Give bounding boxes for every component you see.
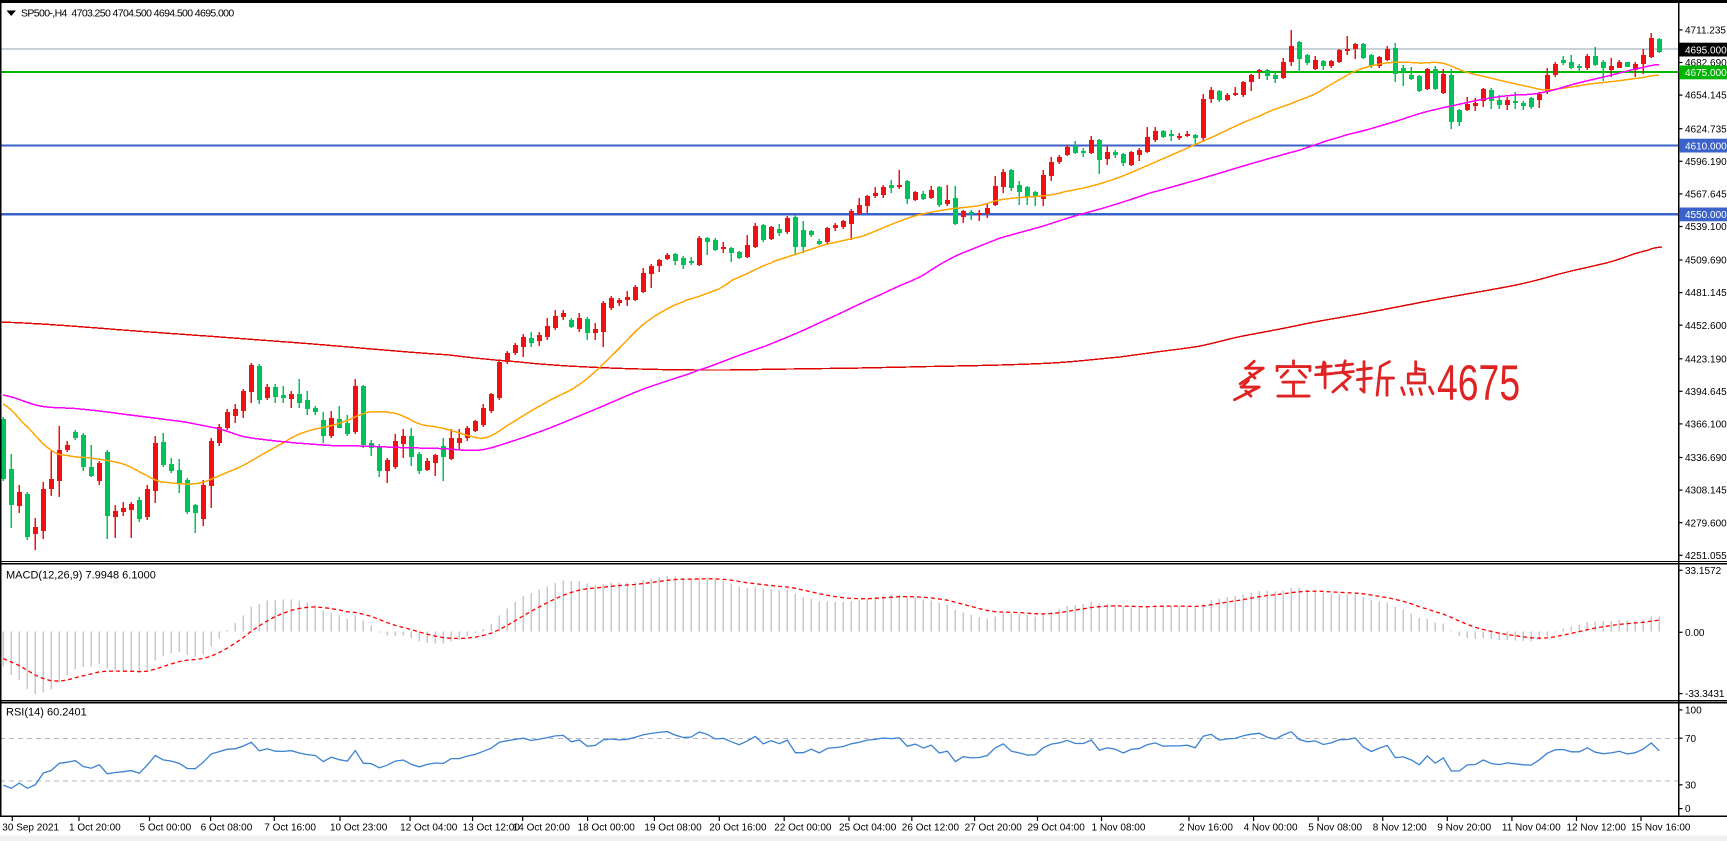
svg-text:4675.000: 4675.000 [1685,68,1727,79]
svg-text:5 Oct 00:00: 5 Oct 00:00 [140,823,192,834]
svg-text:4567.645: 4567.645 [1685,190,1727,201]
svg-text:6 Oct 08:00: 6 Oct 08:00 [201,823,253,834]
svg-text:4711.235: 4711.235 [1685,26,1726,37]
svg-text:4509.690: 4509.690 [1685,256,1727,267]
svg-text:4550.000: 4550.000 [1685,210,1727,221]
svg-text:MACD(12,26,9) 7.9948 6.1000: MACD(12,26,9) 7.9948 6.1000 [6,570,156,582]
svg-text:13 Oct 12:00: 13 Oct 12:00 [463,823,521,834]
svg-text:2 Nov 16:00: 2 Nov 16:00 [1179,823,1233,834]
svg-text:4596.190: 4596.190 [1685,157,1727,168]
svg-text:20 Oct 16:00: 20 Oct 16:00 [709,823,767,834]
svg-text:0.00: 0.00 [1685,628,1705,639]
svg-text:4366.100: 4366.100 [1685,420,1727,431]
svg-text:4423.190: 4423.190 [1685,354,1727,365]
svg-text:4251.055: 4251.055 [1685,551,1727,562]
svg-text:7 Oct 16:00: 7 Oct 16:00 [264,823,316,834]
svg-text:18 Oct 00:00: 18 Oct 00:00 [578,823,636,834]
svg-text:30 Sep 2021: 30 Sep 2021 [2,823,59,834]
svg-text:10 Oct 23:00: 10 Oct 23:00 [330,823,388,834]
svg-text:4 Nov 00:00: 4 Nov 00:00 [1244,823,1298,834]
svg-text:26 Oct 12:00: 26 Oct 12:00 [902,823,960,834]
svg-text:4308.145: 4308.145 [1685,486,1727,497]
svg-text:11 Nov 04:00: 11 Nov 04:00 [1502,823,1561,834]
svg-text:4279.600: 4279.600 [1685,518,1727,529]
svg-text:4481.145: 4481.145 [1685,288,1727,299]
svg-text:12 Oct 04:00: 12 Oct 04:00 [400,823,458,834]
svg-text:30: 30 [1685,780,1697,791]
svg-text:SP500-,H4 4703.250 4704.500 4: SP500-,H4 4703.250 4704.500 4694.500 469… [21,7,234,19]
svg-text:25 Oct 04:00: 25 Oct 04:00 [839,823,897,834]
svg-text:0: 0 [1685,804,1691,815]
svg-text:9 Nov 20:00: 9 Nov 20:00 [1437,823,1491,834]
svg-text:4624.735: 4624.735 [1685,124,1727,135]
svg-text:-33.3431: -33.3431 [1685,689,1725,700]
svg-text:4394.645: 4394.645 [1685,387,1727,398]
svg-text:4452.600: 4452.600 [1685,321,1727,332]
svg-text:4654.145: 4654.145 [1685,91,1727,102]
svg-text:8 Nov 12:00: 8 Nov 12:00 [1373,823,1427,834]
svg-text:15 Nov 16:00: 15 Nov 16:00 [1631,823,1691,834]
svg-text:33.1572: 33.1572 [1685,566,1722,577]
svg-text:12 Nov 12:00: 12 Nov 12:00 [1567,823,1627,834]
svg-text:1 Nov 08:00: 1 Nov 08:00 [1092,823,1146,834]
svg-text:14 Oct 20:00: 14 Oct 20:00 [513,823,571,834]
svg-text:4539.100: 4539.100 [1685,222,1727,233]
svg-text:4610.000: 4610.000 [1685,141,1727,152]
svg-text:4675: 4675 [1437,356,1520,412]
svg-text:19 Oct 08:00: 19 Oct 08:00 [644,823,702,834]
svg-text:29 Oct 04:00: 29 Oct 04:00 [1028,823,1086,834]
svg-text:100: 100 [1685,706,1702,717]
svg-text:27 Oct 20:00: 27 Oct 20:00 [965,823,1023,834]
svg-text:5 Nov 08:00: 5 Nov 08:00 [1308,823,1362,834]
svg-text:4682.690: 4682.690 [1685,58,1727,69]
svg-text:1 Oct 20:00: 1 Oct 20:00 [69,823,121,834]
svg-text:RSI(14) 60.2401: RSI(14) 60.2401 [6,707,87,719]
svg-text:22 Oct 00:00: 22 Oct 00:00 [774,823,832,834]
svg-text:4695.000: 4695.000 [1685,45,1727,56]
svg-text:70: 70 [1685,734,1697,745]
svg-text:4336.690: 4336.690 [1685,453,1727,464]
